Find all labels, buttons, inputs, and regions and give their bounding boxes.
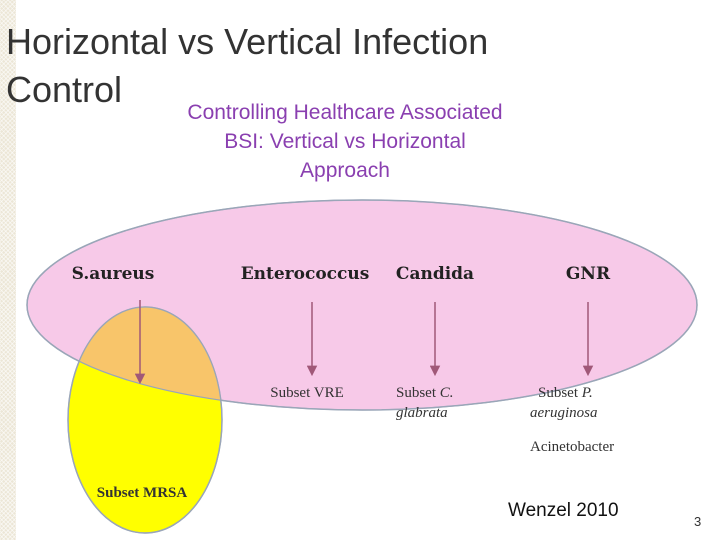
subset-label-acinetobacter: Acinetobacter <box>530 439 614 455</box>
subset-label-glabrata: glabrata <box>396 405 448 421</box>
organism-label-candida: Candida <box>396 264 474 284</box>
subset-label-candida-glabrata: Subset C. <box>396 385 454 401</box>
overlap-region <box>68 307 222 410</box>
subset-pseudomonas-prefix: Subset <box>538 385 582 401</box>
subset-candida-genus: C. <box>440 385 454 401</box>
organism-label-saureus: S.aureus <box>72 264 155 284</box>
page-number: 3 <box>694 514 702 529</box>
slide-title: Horizontal vs Vertical Infection Control <box>6 21 489 110</box>
subset-pseudomonas-genus: P. <box>581 385 593 401</box>
diagram-title-line-1: Controlling Healthcare Associated <box>187 101 502 124</box>
subset-label-aeruginosa: aeruginosa <box>530 405 598 421</box>
subset-label-pseudomonas: Subset P. <box>538 385 593 401</box>
decorative-side-strip <box>0 0 16 540</box>
subset-label-mrsa: Subset MRSA <box>97 485 188 501</box>
diagram-title-line-3: Approach <box>300 159 390 182</box>
vertical-ellipse-outline <box>67 306 223 534</box>
diagram-title-line-2: BSI: Vertical vs Horizontal <box>224 130 466 153</box>
organism-label-enterococcus: Enterococcus <box>241 264 370 284</box>
organism-label-gnr: GNR <box>566 264 611 284</box>
citation-text: Wenzel 2010 <box>508 500 619 521</box>
subset-candida-prefix: Subset <box>396 385 440 401</box>
subset-label-vre: Subset VRE <box>270 385 343 401</box>
horizontal-ellipse-outline <box>26 199 698 411</box>
